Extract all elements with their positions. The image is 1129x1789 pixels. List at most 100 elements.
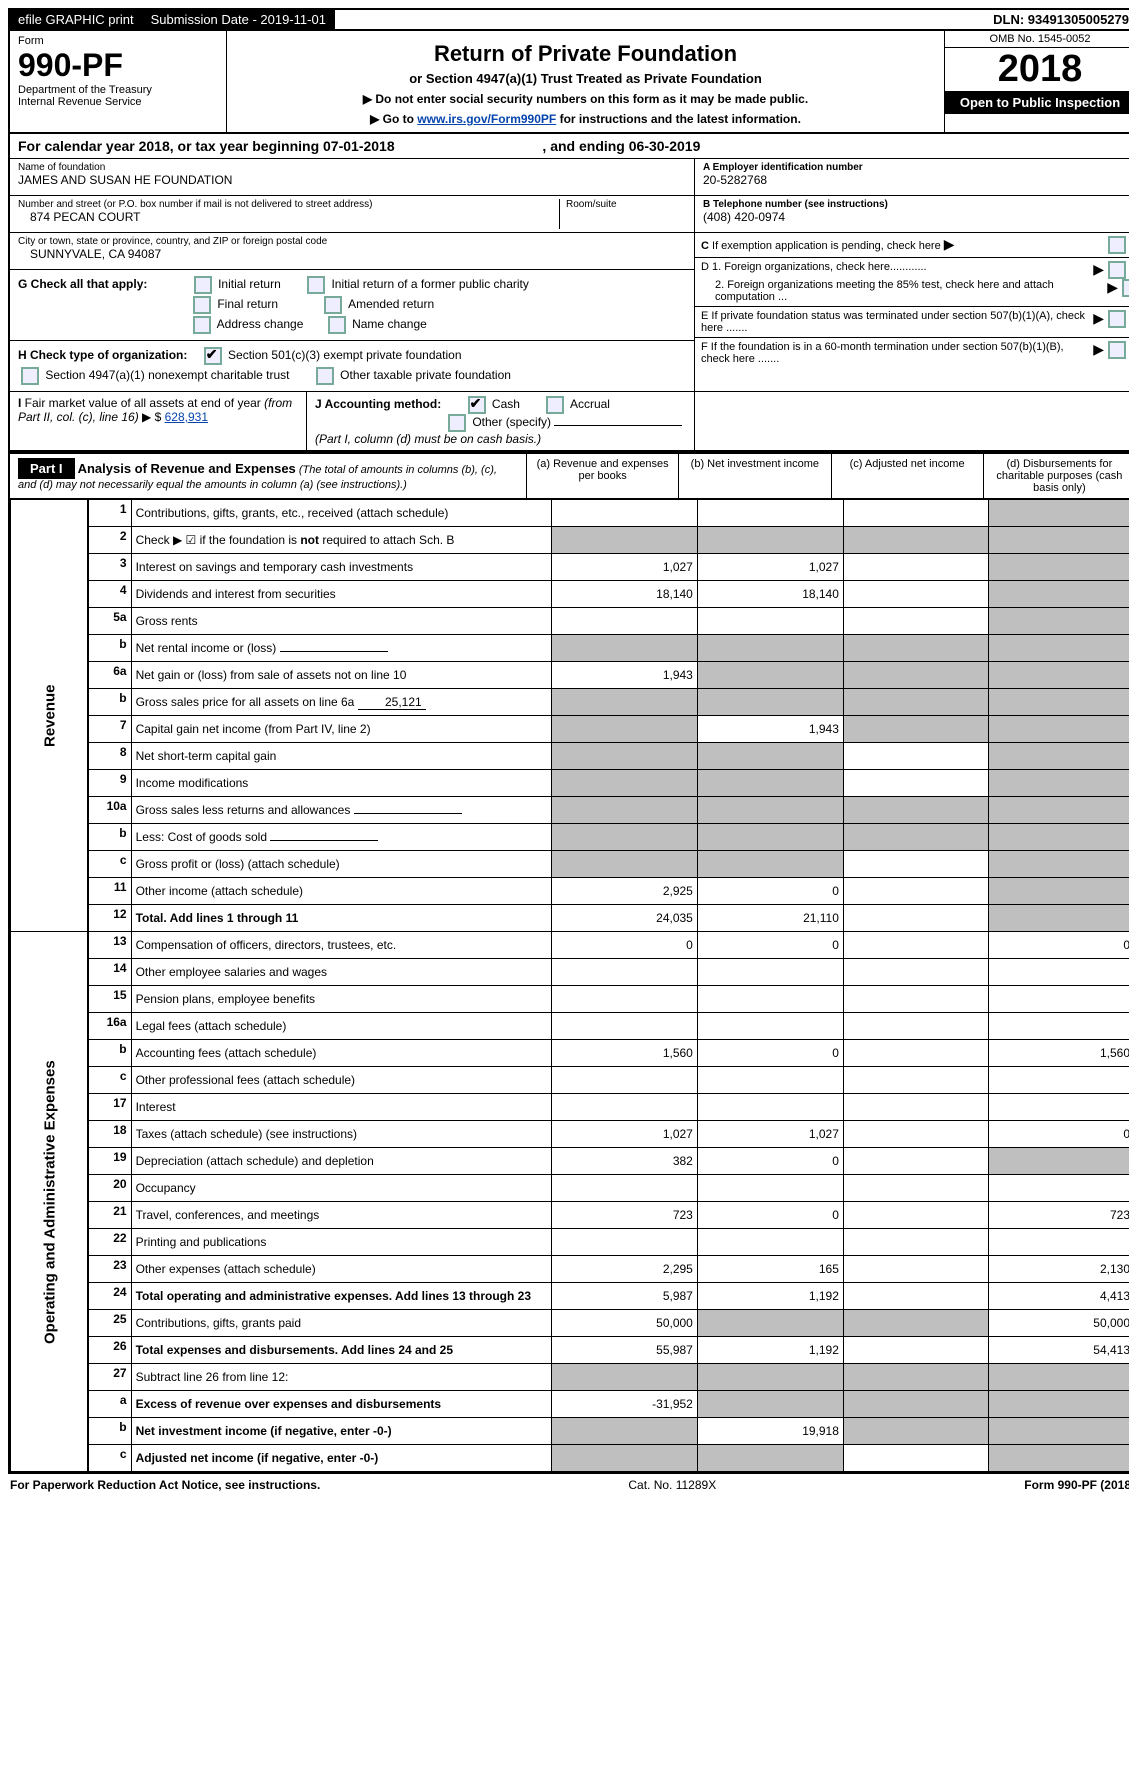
- cell-c: [843, 851, 988, 878]
- cell-b: [697, 1013, 843, 1040]
- col-d-head: (d) Disbursements for charitable purpose…: [983, 454, 1129, 498]
- checkbox-d1[interactable]: [1108, 261, 1126, 279]
- cell-a: [551, 608, 697, 635]
- ein: 20-5282768: [703, 173, 1127, 187]
- cell-d: [988, 1391, 1129, 1418]
- cell-d: [988, 1067, 1129, 1094]
- cell-d: [988, 689, 1129, 716]
- vlabel-revenue: Revenue: [11, 500, 89, 932]
- instr-1: ▶ Do not enter social security numbers o…: [237, 92, 934, 106]
- checkbox-accrual[interactable]: [546, 396, 564, 414]
- cell-b: 1,027: [697, 554, 843, 581]
- cell-c: [843, 986, 988, 1013]
- cell-b: 0: [697, 1202, 843, 1229]
- cell-d: [988, 608, 1129, 635]
- row-desc: Gross profit or (loss) (attach schedule): [131, 851, 551, 878]
- checkbox-final-return[interactable]: [193, 296, 211, 314]
- submission-date: Submission Date - 2019-11-01: [143, 10, 335, 29]
- table-row: aExcess of revenue over expenses and dis…: [11, 1391, 1129, 1418]
- d1-text: D 1. Foreign organizations, check here..…: [701, 261, 1093, 279]
- top-bar: efile GRAPHIC print Submission Date - 20…: [10, 10, 1129, 31]
- row-desc: Capital gain net income (from Part IV, l…: [131, 716, 551, 743]
- cell-a: [551, 851, 697, 878]
- row-number: 2: [88, 527, 131, 554]
- cell-c: [843, 554, 988, 581]
- efile-label: efile GRAPHIC print: [10, 10, 143, 29]
- cell-c: [843, 1067, 988, 1094]
- cell-c: [843, 716, 988, 743]
- cell-c: [843, 1094, 988, 1121]
- section-h: H Check type of organization: Section 50…: [10, 341, 694, 391]
- cell-d: [988, 554, 1129, 581]
- cell-b: [697, 689, 843, 716]
- checkbox-initial-return[interactable]: [194, 276, 212, 294]
- table-row: 9Income modifications: [11, 770, 1129, 797]
- table-row: 20Occupancy: [11, 1175, 1129, 1202]
- cell-a: [551, 1067, 697, 1094]
- table-row: 18Taxes (attach schedule) (see instructi…: [11, 1121, 1129, 1148]
- cell-a: 1,943: [551, 662, 697, 689]
- row-number: 6a: [88, 662, 131, 689]
- opt-4947: Section 4947(a)(1) nonexempt charitable …: [45, 368, 289, 382]
- footer-right: Form 990-PF (2018): [1024, 1478, 1129, 1492]
- cell-c: [843, 635, 988, 662]
- cell-a: 1,027: [551, 554, 697, 581]
- cell-a: 24,035: [551, 905, 697, 932]
- cell-a: 0: [551, 932, 697, 959]
- checkbox-d2[interactable]: [1122, 279, 1129, 297]
- cell-b: 21,110: [697, 905, 843, 932]
- checkbox-address-change[interactable]: [193, 316, 211, 334]
- table-row: bLess: Cost of goods sold: [11, 824, 1129, 851]
- checkbox-other-method[interactable]: [448, 414, 466, 432]
- checkbox-name-change[interactable]: [328, 316, 346, 334]
- cell-b: [697, 662, 843, 689]
- cell-b: [697, 1391, 843, 1418]
- row-desc: Other income (attach schedule): [131, 878, 551, 905]
- cell-b: [697, 851, 843, 878]
- cell-b: [697, 1229, 843, 1256]
- table-row: 6aNet gain or (loss) from sale of assets…: [11, 662, 1129, 689]
- checkbox-cash[interactable]: [468, 396, 486, 414]
- row-number: 16a: [88, 1013, 131, 1040]
- opt-address-change: Address change: [217, 317, 304, 331]
- row-number: b: [88, 1040, 131, 1067]
- cell-d: 0: [988, 1121, 1129, 1148]
- row-number: 7: [88, 716, 131, 743]
- part1-table: Revenue1Contributions, gifts, grants, et…: [10, 499, 1129, 1472]
- cell-d: [988, 662, 1129, 689]
- checkbox-c[interactable]: [1108, 236, 1126, 254]
- checkbox-4947[interactable]: [21, 367, 39, 385]
- checkbox-f[interactable]: [1108, 341, 1126, 359]
- checkbox-e[interactable]: [1108, 310, 1126, 328]
- phone-label: B Telephone number (see instructions): [703, 199, 1127, 210]
- part1-heading: Analysis of Revenue and Expenses: [78, 461, 296, 476]
- table-row: 3Interest on savings and temporary cash …: [11, 554, 1129, 581]
- cell-a: [551, 716, 697, 743]
- cell-d: [988, 797, 1129, 824]
- cell-a: [551, 527, 697, 554]
- cell-b: [697, 743, 843, 770]
- checkbox-initial-former[interactable]: [307, 276, 325, 294]
- row-number: 25: [88, 1310, 131, 1337]
- row-desc: Depreciation (attach schedule) and deple…: [131, 1148, 551, 1175]
- row-number: 5a: [88, 608, 131, 635]
- cell-a: [551, 1013, 697, 1040]
- cell-d: [988, 770, 1129, 797]
- cell-d: [988, 986, 1129, 1013]
- form-container: efile GRAPHIC print Submission Date - 20…: [8, 8, 1129, 1474]
- row-number: 9: [88, 770, 131, 797]
- row-desc: Interest on savings and temporary cash i…: [131, 554, 551, 581]
- cell-c: [843, 1175, 988, 1202]
- cell-d: 2,130: [988, 1256, 1129, 1283]
- checkbox-501c3[interactable]: [204, 347, 222, 365]
- cell-d: [988, 878, 1129, 905]
- cell-b: 1,943: [697, 716, 843, 743]
- instr-link[interactable]: www.irs.gov/Form990PF: [417, 112, 556, 126]
- checkbox-other-taxable[interactable]: [316, 367, 334, 385]
- opt-other: Other (specify): [472, 415, 551, 429]
- row-number: c: [88, 1067, 131, 1094]
- checkbox-amended[interactable]: [324, 296, 342, 314]
- cell-d: 54,413: [988, 1337, 1129, 1364]
- table-row: 4Dividends and interest from securities1…: [11, 581, 1129, 608]
- row-desc: Printing and publications: [131, 1229, 551, 1256]
